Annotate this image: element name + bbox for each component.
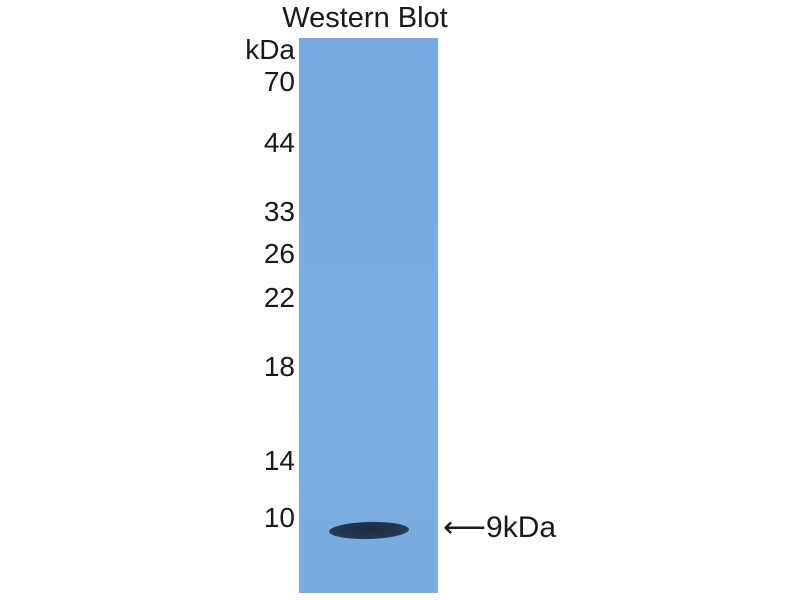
blot-lane	[299, 38, 438, 593]
marker-26: 26	[263, 238, 295, 269]
protein-band	[328, 520, 410, 541]
marker-44: 44	[263, 127, 295, 158]
figure-title: Western Blot	[282, 2, 448, 34]
band-size-label: ⟵9kDa	[443, 511, 557, 544]
marker-18: 18	[263, 351, 295, 382]
marker-14: 14	[263, 445, 295, 476]
marker-33: 33	[263, 196, 295, 227]
unit-label: kDa	[245, 34, 295, 65]
marker-22: 22	[263, 282, 295, 313]
marker-70: 70	[263, 66, 295, 97]
marker-10: 10	[263, 502, 295, 533]
